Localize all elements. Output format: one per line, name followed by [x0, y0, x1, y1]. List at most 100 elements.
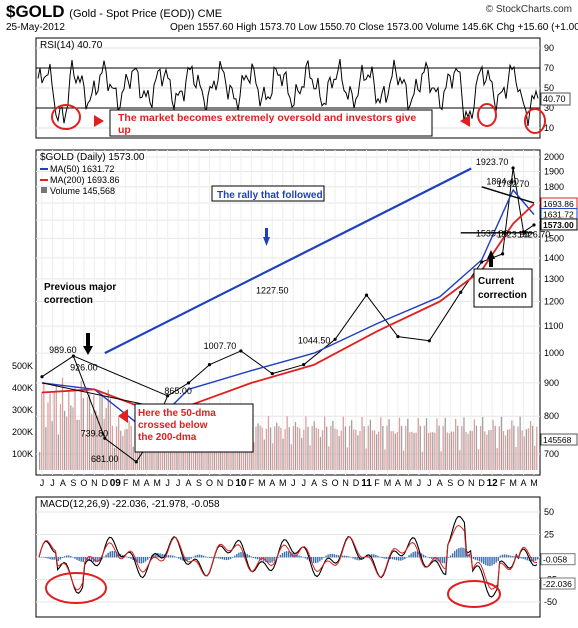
x-tick-label: M	[384, 478, 392, 488]
macd-histogram-bar	[383, 557, 385, 559]
right-value-label: 1693.86	[543, 199, 574, 209]
right-value-label: 145568	[543, 435, 572, 445]
macd-histogram-bar	[350, 557, 352, 558]
macd-histogram-bar	[41, 556, 43, 558]
volume-bar	[91, 414, 93, 470]
macd-histogram-bar	[95, 557, 97, 563]
volume-bar	[84, 433, 87, 470]
macd-histogram-bar	[248, 555, 250, 558]
macd-histogram-bar	[310, 557, 313, 563]
price-label: 1792.70	[497, 179, 530, 189]
volume-bar	[263, 439, 265, 470]
volume-tick-label: 200K	[12, 427, 33, 437]
price-tick-label: 1500	[544, 233, 564, 243]
macd-histogram-bar	[283, 551, 286, 558]
volume-bar	[482, 417, 484, 470]
macd-histogram-bar	[57, 557, 60, 561]
macd-histogram-bar	[520, 557, 522, 559]
volume-bar	[373, 430, 376, 470]
volume-bar	[151, 445, 153, 470]
volume-bar	[444, 417, 446, 470]
macd-circle-1	[45, 572, 107, 604]
symbol-desc: (Gold - Spot Price (EOD)) CME	[69, 8, 223, 20]
macd-histogram-bar	[246, 553, 248, 558]
volume-bar	[440, 451, 442, 470]
macd-histogram-bar	[72, 557, 74, 558]
current-correction-line1: Current	[478, 276, 515, 287]
price-label: 1227.50	[256, 285, 289, 295]
volume-bar	[463, 417, 465, 470]
macd-histogram-bar	[186, 557, 188, 561]
macd-histogram-bar	[397, 557, 400, 561]
red-arrow-left-price	[118, 409, 128, 423]
macd-histogram-bar	[427, 556, 429, 558]
macd-histogram-bar	[344, 555, 346, 558]
macd-histogram-bar	[424, 555, 427, 558]
x-tick-label: N	[468, 478, 475, 488]
volume-bar	[234, 441, 236, 470]
macd-histogram-bar	[348, 556, 350, 558]
current-correction-box	[473, 268, 533, 308]
x-tick-label: D	[353, 478, 360, 488]
volume-bar	[326, 426, 328, 470]
macd-histogram-bar	[97, 557, 99, 562]
price-label: 1804.40	[486, 176, 519, 186]
x-tick-label: N	[342, 478, 349, 488]
volume-bar	[274, 426, 276, 470]
volume-bar	[446, 432, 448, 470]
macd-histogram-bar	[136, 557, 138, 563]
macd-histogram-bar	[265, 557, 267, 563]
macd-histogram-bar	[161, 553, 163, 558]
macd-legend-text: MACD(12,26,9) -22.036, -21.978, -0.058	[40, 499, 220, 510]
macd-histogram-bar	[447, 557, 450, 558]
prev-correction-line2: correction	[44, 295, 93, 306]
volume-bar	[315, 427, 317, 470]
macd-histogram-bar	[410, 553, 412, 558]
rally-annotation: The rally that followed	[217, 190, 323, 201]
volume-bar	[536, 426, 538, 470]
macd-circle-2	[447, 580, 501, 608]
volume-bar	[76, 419, 78, 470]
x-tick-label: A	[269, 478, 275, 488]
macd-histogram-bar	[288, 551, 290, 558]
macd-histogram-bar	[298, 555, 300, 558]
macd-tick-label: 25	[544, 530, 554, 540]
volume-bar	[529, 421, 532, 470]
volume-bar	[346, 447, 349, 470]
x-tick-label: M	[405, 478, 413, 488]
volume-bar	[394, 433, 396, 470]
x-tick-label: J	[176, 478, 181, 488]
macd-histogram-bar	[76, 557, 78, 560]
price-point	[186, 381, 191, 385]
macd-histogram-bar	[254, 557, 257, 559]
macd-histogram-bar	[476, 557, 479, 561]
macd-histogram-bar	[105, 554, 107, 558]
legend-volume-swatch	[41, 187, 47, 193]
volume-bar	[321, 430, 324, 470]
volume-bar	[265, 428, 268, 470]
volume-bar	[51, 421, 53, 470]
volume-bar	[378, 431, 380, 470]
x-tick-label: J	[50, 478, 55, 488]
volume-bar	[384, 449, 386, 470]
right-value-box	[540, 218, 578, 231]
macd-value-box	[540, 577, 576, 590]
macd-histogram-bar	[454, 551, 456, 558]
volume-bar	[517, 426, 519, 470]
volume-bar	[126, 428, 128, 470]
x-tick-label: O	[80, 478, 87, 488]
volume-bar	[477, 449, 480, 470]
rsi-annotation-text: The market becomes extremely oversold an…	[118, 112, 419, 136]
legend-ma200: MA(200) 1693.86	[50, 175, 120, 185]
volume-bar	[405, 425, 407, 470]
x-tick-label: A	[144, 478, 150, 488]
x-tick-label: M	[258, 478, 266, 488]
volume-bar	[344, 426, 347, 470]
macd-histogram-bar	[389, 557, 392, 560]
macd-histogram-bar	[128, 557, 130, 558]
x-tick-label: A	[60, 478, 66, 488]
macd-histogram-bar	[296, 554, 298, 558]
blue-arrow-down	[263, 228, 270, 246]
macd-histogram-bar	[435, 557, 437, 561]
volume-bar	[122, 435, 124, 470]
